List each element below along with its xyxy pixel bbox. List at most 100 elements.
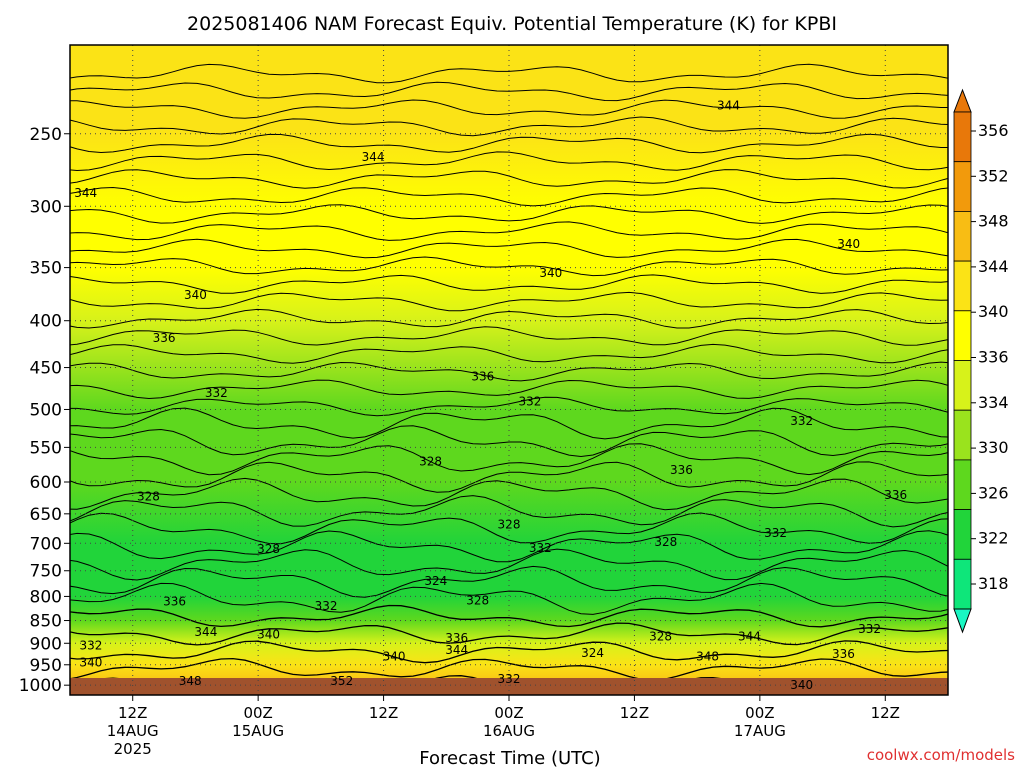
colorbar-label: 322: [978, 529, 1009, 548]
x-tick-date: 15AUG: [232, 722, 284, 740]
contour-line: [70, 326, 948, 346]
x-tick-label: 00Z: [243, 704, 272, 722]
x-tick-label: 12Z: [118, 704, 147, 722]
contour-line: [70, 379, 948, 400]
contour-line: [70, 343, 948, 364]
contour-label: 344: [194, 625, 217, 639]
y-tick-label: 300: [30, 197, 62, 217]
contour-line: [70, 308, 948, 329]
contour-label: 336: [445, 631, 468, 645]
colorbar-segment: [953, 161, 972, 212]
contour-line: [70, 256, 948, 277]
colorbar-segment: [953, 558, 972, 610]
x-axis-label: Forecast Time (UTC): [419, 748, 600, 768]
contour-label: 344: [738, 630, 761, 644]
y-tick-label: 850: [30, 612, 62, 632]
x-tick-year: 2025: [114, 740, 152, 758]
contour-line: [70, 495, 948, 528]
contour-label: 336: [153, 331, 176, 345]
y-tick-label: 1000: [19, 676, 62, 696]
contour-label: 336: [884, 488, 907, 502]
colorbar-label: 348: [978, 212, 1009, 231]
contour-label: 344: [445, 643, 468, 657]
contour-label: 328: [649, 630, 672, 644]
colorbar-bottom-arrow: [953, 608, 972, 634]
contour-label: 344: [717, 99, 740, 113]
grid-lines: [70, 45, 948, 695]
contour-label: 352: [330, 674, 353, 688]
contour-label: 348: [696, 649, 719, 663]
contour-label: 328: [419, 455, 442, 469]
contour-line: [70, 640, 948, 664]
contour-label: 332: [529, 541, 552, 555]
y-tick-label: 650: [30, 505, 62, 525]
contour-line: [70, 186, 948, 207]
contour-label: 332: [498, 672, 521, 686]
contour-line: [70, 81, 948, 102]
contour-label: 336: [670, 463, 693, 477]
contour-line: [70, 274, 948, 294]
contour-label: 328: [466, 593, 489, 607]
colorbar-label: 330: [978, 438, 1009, 457]
colorbar-label: 334: [978, 393, 1009, 412]
colorbar-label: 340: [978, 302, 1009, 321]
colorbar-segment: [953, 409, 972, 461]
colorbar-top-arrow: [953, 88, 972, 113]
colorbar-label: 356: [978, 121, 1009, 140]
y-tick-label: 750: [30, 562, 62, 582]
contour-line: [70, 99, 948, 119]
contour-line: [70, 116, 948, 137]
x-tick-label: 12Z: [369, 704, 398, 722]
colorbar-label: 344: [978, 257, 1009, 276]
chart-title: 2025081406 NAM Forecast Equiv. Potential…: [187, 13, 837, 35]
contour-line: [70, 396, 948, 417]
contour-line: [70, 530, 948, 563]
y-tick-label: 350: [30, 259, 62, 279]
colorbar-legend: 356 352 348 344 340 336 334 330 326 322 318: [953, 88, 1009, 634]
x-tick-date: 16AUG: [483, 722, 535, 740]
below-ground-band: [70, 678, 948, 695]
colorbar-segment: [953, 459, 972, 510]
contour-label: 340: [184, 288, 207, 302]
colorbar-segment: [953, 509, 972, 560]
y-tick-label: 550: [30, 438, 62, 458]
x-tick-label: 12Z: [620, 704, 649, 722]
contour-label: 344: [362, 150, 385, 164]
y-tick-label: 900: [30, 634, 62, 654]
contour-label: 340: [837, 237, 860, 251]
colorbar-segment: [953, 111, 972, 163]
contour-label: 328: [257, 542, 280, 556]
x-tick-date: 14AUG: [107, 722, 159, 740]
contour-label: 348: [179, 674, 202, 688]
contour-line: [70, 461, 948, 493]
contour-label: 324: [424, 574, 447, 588]
y-axis: 2503003504004505005506006507007508008509…: [19, 125, 70, 696]
contour-line: [70, 443, 948, 476]
contour-line: [70, 548, 948, 581]
colorbar-label: 352: [978, 166, 1009, 185]
y-tick-label: 950: [30, 656, 62, 676]
colorbar-segment: [953, 260, 972, 312]
contour-label: 340: [383, 649, 406, 663]
contour-label: 336: [471, 369, 494, 383]
contour-label: 336: [832, 647, 855, 661]
y-tick-label: 500: [30, 400, 62, 420]
contour-labels: 344 344 344 340 340 340 336 336 336 336 332 332 332 3…: [74, 99, 907, 692]
contour-label: 344: [74, 186, 97, 200]
y-tick-label: 600: [30, 473, 62, 493]
contour-line: [70, 604, 948, 628]
contour-label: 340: [257, 627, 280, 641]
contour-label: 336: [163, 594, 186, 608]
y-tick-label: 400: [30, 312, 62, 332]
contour-label: 332: [518, 394, 541, 408]
contour-line: [70, 657, 948, 681]
colorbar-segment: [953, 310, 972, 361]
x-tick-label: 12Z: [871, 704, 900, 722]
contour-label: 328: [498, 518, 521, 532]
contour-label: 340: [790, 678, 813, 692]
y-tick-label: 450: [30, 359, 62, 379]
contour-label: 332: [790, 414, 813, 428]
contour-label: 324: [581, 646, 604, 660]
contour-line: [70, 151, 948, 172]
